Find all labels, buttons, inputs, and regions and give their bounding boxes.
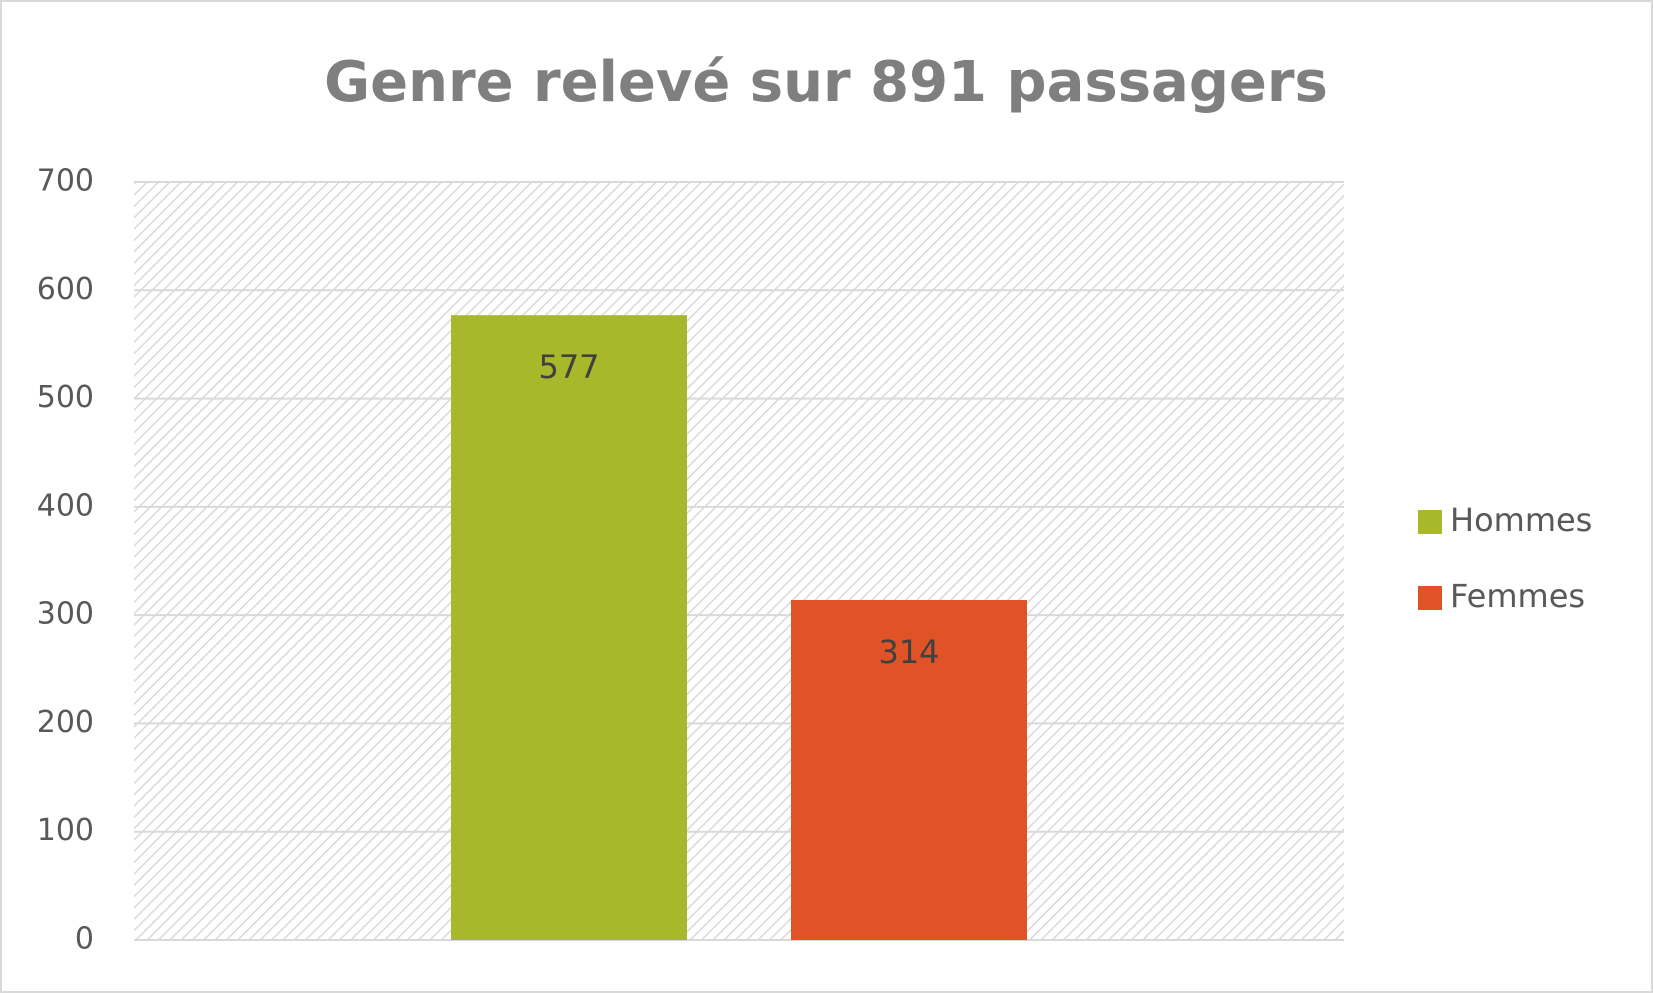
y-tick-label: 200 (37, 705, 94, 740)
y-tick-label: 500 (37, 380, 94, 415)
chart-title: Genre relevé sur 891 passagers (324, 50, 1328, 115)
y-tick-label: 0 (75, 922, 94, 957)
bar (791, 599, 1027, 940)
legend-swatch (1418, 510, 1442, 534)
y-tick-label: 300 (37, 597, 94, 632)
bar (451, 315, 687, 941)
legend-label: Femmes (1450, 577, 1585, 615)
data-label: 577 (538, 348, 599, 386)
y-tick-label: 400 (37, 488, 94, 523)
y-tick-label: 700 (37, 164, 94, 199)
legend-label: Hommes (1450, 501, 1592, 539)
y-tick-label: 100 (37, 813, 94, 848)
legend-swatch (1418, 586, 1442, 610)
y-tick-label: 600 (37, 272, 94, 307)
data-label: 314 (878, 633, 939, 671)
plot-area (134, 182, 1344, 940)
